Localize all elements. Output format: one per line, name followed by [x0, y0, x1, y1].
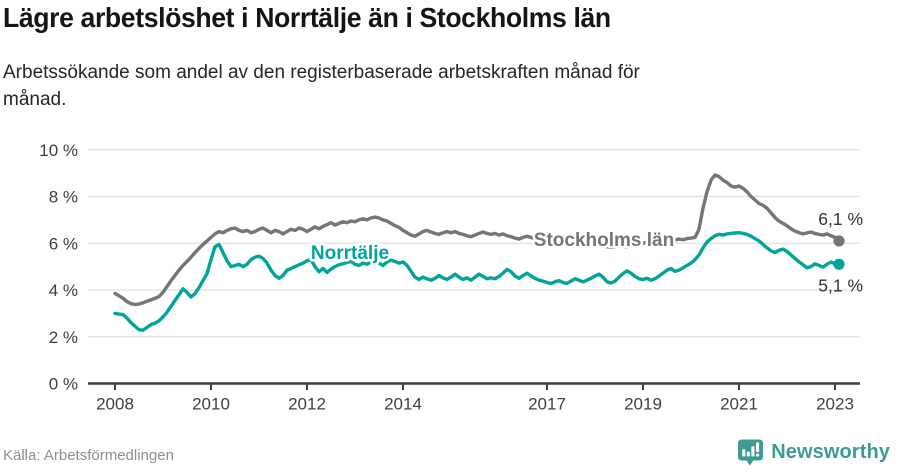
x-tick-label-2017: 2017: [528, 395, 566, 414]
source-note: Källa: Arbetsförmedlingen: [3, 447, 174, 464]
series-end-value-norrt-lje: 5,1 %: [818, 275, 863, 295]
y-tick-label-8: 8 %: [49, 188, 78, 207]
x-tick-label-2019: 2019: [624, 395, 662, 414]
series-inline-label-stockholms-l-n: Stockholms län: [534, 230, 674, 251]
x-tick-label-2012: 2012: [288, 395, 326, 414]
x-tick-label-2010: 2010: [192, 395, 230, 414]
y-tick-label-2: 2 %: [49, 328, 78, 347]
chart-subtitle: Arbetssökande som andel av den registerb…: [3, 62, 640, 111]
newsworthy-brand-name: Newsworthy: [771, 441, 890, 463]
newsworthy-logo: Newsworthy: [737, 438, 890, 467]
series-inline-label-norrt-lje: Norrtälje: [311, 243, 389, 264]
y-tick-label-10: 10 %: [39, 141, 78, 160]
chart-title: Lägre arbetslöshet i Norrtälje än i Stoc…: [3, 2, 611, 33]
y-tick-label-0: 0 %: [49, 375, 78, 394]
x-tick-label-2014: 2014: [384, 395, 422, 414]
x-tick-label-2008: 2008: [96, 395, 134, 414]
series-end-dot-stockholms-l-n: [833, 235, 845, 247]
newsworthy-badge-icon: [738, 439, 764, 466]
series-end-dot-norrt-lje: [833, 258, 845, 270]
x-tick-label-2023: 2023: [816, 395, 854, 414]
series-line-stockholms-l-n: [113, 173, 841, 307]
x-tick-label-2021: 2021: [720, 395, 758, 414]
series-end-value-stockholms-l-n: 6,1 %: [818, 209, 863, 229]
series-line-norrt-lje: [113, 231, 841, 332]
y-tick-label-6: 6 %: [49, 234, 78, 253]
y-tick-label-4: 4 %: [49, 281, 78, 300]
